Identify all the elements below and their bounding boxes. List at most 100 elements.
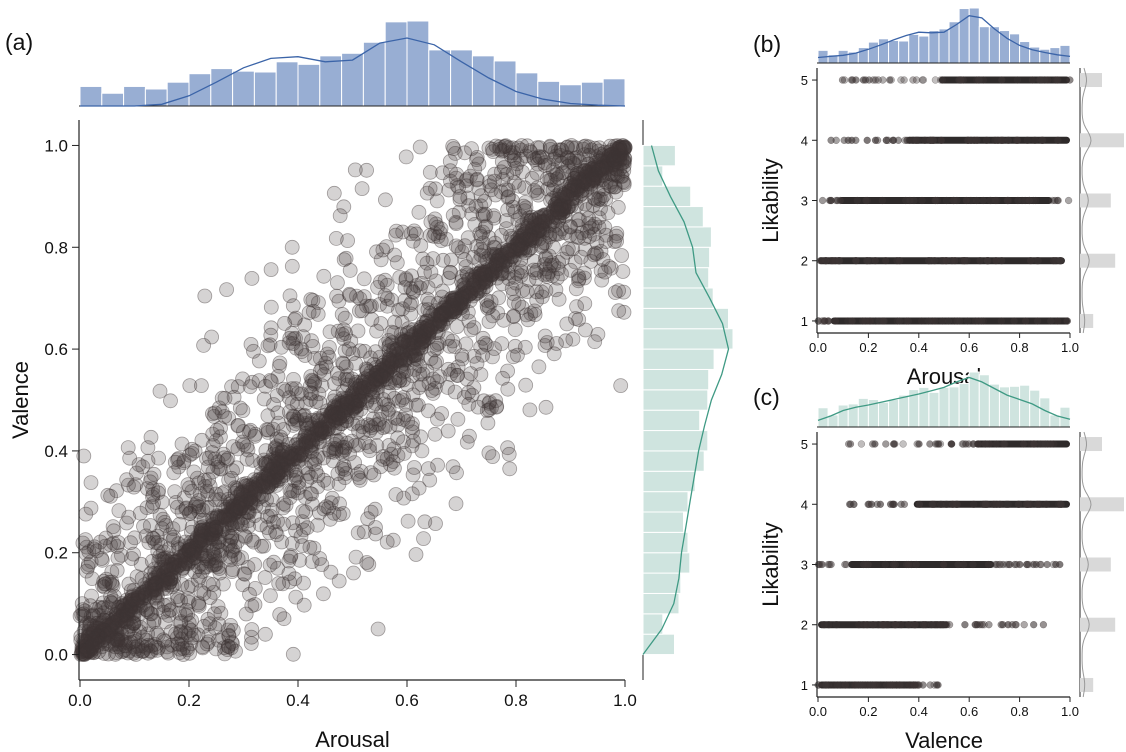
scatter-point: [353, 463, 369, 479]
scatter-point: [79, 615, 95, 631]
scatter-point: [460, 304, 476, 320]
scatter-point: [334, 416, 350, 432]
scatter-point: [616, 177, 632, 193]
scatter-point: [586, 160, 602, 176]
scatter-point: [286, 371, 301, 387]
scatter-point: [263, 320, 279, 336]
top-hist-bar: [537, 80, 561, 107]
scatter-point: [412, 324, 428, 340]
scatter-point: [408, 547, 424, 562]
top-marginal-a: [79, 20, 626, 107]
scatter-point: [82, 627, 98, 643]
scatter-point: [481, 445, 497, 461]
scatter-point: [487, 263, 503, 279]
scatter-point: [614, 147, 629, 163]
scatter-point: [350, 392, 366, 408]
scatter-point: [170, 636, 186, 652]
scatter-point: [236, 437, 252, 453]
scatter-point: [616, 154, 631, 170]
right-hist-bar: [642, 511, 684, 533]
scatter-point: [553, 201, 569, 217]
scatter-point: [363, 504, 379, 520]
scatter-point: [136, 590, 152, 606]
scatter-point: [605, 157, 621, 173]
scatter-point: [270, 451, 285, 467]
scatter-point: [496, 252, 512, 268]
scatter-point: [398, 272, 414, 288]
scatter-point: [271, 465, 287, 481]
scatter-point: [430, 295, 446, 311]
top-hist-bar: [1019, 384, 1031, 428]
scatter-point: [188, 538, 204, 553]
scatter-point: [406, 347, 422, 363]
scatter-point: [242, 489, 258, 505]
scatter-point: [154, 551, 170, 567]
scatter-point: [527, 303, 542, 319]
scatter-point: [389, 346, 404, 362]
scatter-point: [224, 517, 240, 533]
scatter-point: [199, 522, 215, 538]
scatter-point: [214, 543, 230, 559]
scatter-point: [178, 546, 194, 562]
scatter-point: [566, 174, 582, 190]
panel-c: (c)0.0 0.2 0.4 0.6 0.8 1.012345ValenceLikabil…: [753, 371, 1124, 752]
scatter-point: [526, 253, 542, 269]
scatter-point: [552, 185, 568, 201]
scatter-point: [477, 206, 493, 222]
scatter-point: [594, 272, 610, 288]
scatter-point: [95, 622, 111, 638]
scatter-point: [491, 290, 507, 306]
scatter-point: [359, 395, 374, 410]
scatter-point: [364, 370, 380, 386]
scatter-point: [392, 372, 408, 388]
scatter-point: [198, 550, 214, 566]
right-marginal-c: [1079, 431, 1124, 698]
scatter-point: [155, 511, 171, 527]
scatter-point: [516, 226, 532, 242]
scatter-point: [1056, 560, 1064, 569]
scatter-point: [444, 304, 460, 320]
scatter-point: [187, 534, 202, 549]
scatter-point: [247, 557, 263, 572]
scatter-point: [313, 425, 328, 441]
scatter-point: [377, 192, 393, 208]
scatter-point: [487, 258, 503, 274]
scatter-point: [273, 456, 289, 472]
panel-label-b: (b): [753, 31, 781, 57]
scatter-point: [484, 261, 500, 277]
right-hist-bar: [642, 348, 715, 370]
scatter-point: [410, 341, 426, 357]
scatter-point: [525, 224, 540, 240]
scatter-point: [123, 593, 139, 608]
scatter-point: [597, 219, 613, 235]
scatter-point: [913, 681, 921, 689]
scatter-point: [554, 221, 570, 237]
scatter-point: [411, 326, 427, 342]
scatter-point: [213, 420, 228, 436]
scatter-point: [428, 325, 444, 341]
top-hist-bar: [857, 397, 869, 428]
scatter-point: [398, 352, 414, 368]
scatter-point: [106, 619, 122, 635]
scatter-point: [559, 316, 575, 332]
scatter-point: [412, 139, 428, 155]
scatter-point: [147, 589, 163, 605]
scatter-point: [937, 136, 945, 144]
scatter-point: [151, 574, 166, 590]
scatter-point: [276, 381, 292, 397]
scatter-point: [406, 223, 422, 239]
scatter-point: [139, 602, 155, 618]
scatter-point: [348, 399, 364, 415]
scatter-point: [315, 586, 331, 602]
scatter-point: [275, 576, 291, 592]
scatter-point: [304, 420, 320, 436]
scatter-point: [196, 537, 212, 553]
scatter-point: [255, 475, 271, 491]
scatter-point: [499, 253, 515, 268]
scatter-point: [471, 156, 487, 172]
scatter-point: [162, 527, 178, 543]
scatter-point: [475, 347, 491, 363]
scatter-point: [457, 280, 473, 296]
scatter-point: [478, 264, 494, 280]
scatter-point: [520, 312, 536, 328]
